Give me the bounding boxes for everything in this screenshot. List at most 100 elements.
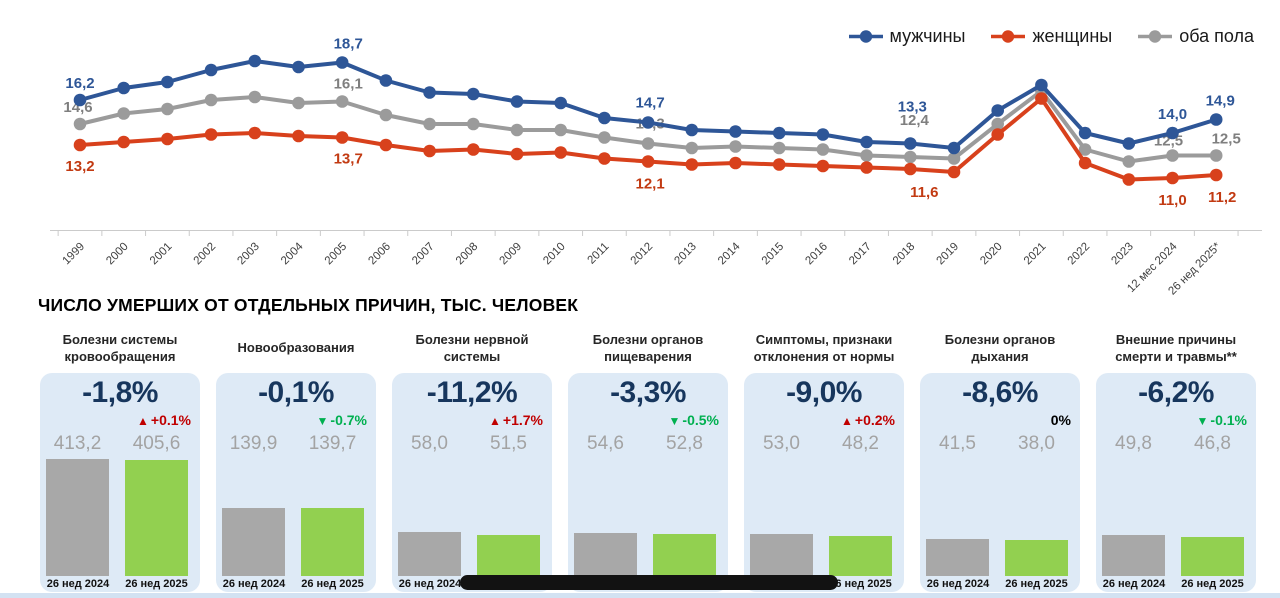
delta-value: +1.7% [502,412,543,428]
cause-title: Внешние причины смерти и травмы** [1115,331,1237,364]
data-point [816,159,830,173]
bar-2024 [222,508,285,576]
data-point [904,150,917,164]
data-point [641,116,655,129]
data-point [292,129,305,143]
data-point [161,132,174,146]
value-2025: 405,6 [132,433,181,454]
delta-badge: ▼ -0.7% [317,412,367,428]
change-percent: -11,2% [426,376,518,409]
data-point [1166,126,1179,140]
bar-2025 [1181,537,1244,576]
x-axis-label: 2009 [498,241,525,268]
data-point [598,111,611,125]
value-2025: 139,7 [308,433,357,454]
next-section-edge [0,593,1280,598]
data-point [772,158,786,171]
x-axis-label: 2004 [279,240,306,267]
cause-card-panel: -0,1% ▼ -0.7% 139,9 139,7 26 нед 2024 26 нед 2… [216,373,376,592]
data-point [248,90,262,104]
data-point [554,146,567,159]
delta-value: +0.1% [150,412,191,428]
data-point [1078,143,1092,156]
cause-card-panel: -8,6% 0% 41,5 38,0 26 нед 2024 26 нед 2025 [920,373,1080,592]
value-2024: 139,9 [229,433,278,454]
data-point [641,137,655,150]
x-axis-label: 2021 [1022,241,1049,268]
data-point [161,75,174,89]
bar-label-2024: 26 нед 2024 [1102,578,1166,590]
x-axis-label: 1999 [61,241,88,268]
cause-card-1: Болезни системы кровообращения -1,8% ▲ +0.1… [40,324,200,592]
data-point [379,74,393,87]
data-point [248,54,262,68]
x-axis-label: 2005 [323,241,350,268]
legend-label-both: оба пола [1179,26,1254,46]
x-axis-label: 2019 [935,241,962,268]
data-point [1209,113,1223,126]
bar-2024 [1102,535,1165,576]
x-axis-label: 2023 [1109,241,1136,268]
bar-2024 [574,533,637,576]
data-point [772,126,786,140]
delta-badge: ▼ -0.1% [1197,412,1247,428]
x-axis-label: 2012 [629,241,656,268]
bar-2024 [398,532,461,576]
x-axis-label: 2018 [891,241,918,268]
value-2024: 413,2 [53,433,102,454]
delta-value: -0.1% [1210,412,1247,428]
data-point [335,131,349,144]
bar-2025 [477,535,540,576]
data-point [1209,149,1223,162]
x-axis-label: 2003 [235,241,262,268]
cause-card-panel: -6,2% ▼ -0.1% 49,8 46,8 26 нед 2024 26 нед 202… [1096,373,1256,592]
delta-value: -0.5% [682,412,719,428]
bar-2024 [750,534,813,576]
data-point [729,125,742,138]
value-2025: 52,8 [666,433,703,454]
data-point [947,152,961,165]
bar-2024 [926,539,989,576]
data-point [204,128,218,141]
data-point [554,96,567,110]
x-axis-label: 2022 [1066,241,1093,268]
bar-label-2024: 26 нед 2024 [398,578,462,590]
bar-2025 [653,534,716,576]
data-point [729,156,742,170]
bar-values: 54,6 52,8 [568,433,728,457]
data-point [598,131,611,144]
data-point [204,63,218,77]
x-axis-label: 2006 [366,241,393,268]
down-triangle-icon: ▼ [1196,414,1209,428]
delta-value: 0% [1050,412,1071,428]
data-point-label: 18,7 [334,36,363,53]
value-2024: 41,5 [939,433,976,454]
data-point [554,123,567,137]
bar-values: 413,2 405,6 [40,433,200,457]
bar-values: 41,5 38,0 [920,433,1080,457]
cause-title: Болезни органов дыхания [944,331,1056,364]
legend-item-both: оба пола [1136,26,1254,47]
mortality-rate-line-chart: 1999 2000 2001 2002 2003 2004 2005 2006 2007 2008… [50,36,1262,298]
data-point-label: 11,2 [1208,189,1236,206]
data-point [860,135,873,149]
cause-card-panel: -1,8% ▲ +0.1% 413,2 405,6 26 нед 2024 26 нед 2… [40,373,200,592]
value-2025: 51,5 [490,433,527,454]
x-axis-label: 2007 [410,241,437,268]
data-point-label: 16,2 [65,75,94,92]
data-point [510,123,524,137]
x-axis-label: 2011 [586,241,612,267]
bar-label-2024: 26 нед 2024 [46,578,110,590]
data-point [379,138,393,152]
video-scrubber-bar[interactable] [460,575,838,590]
cause-title: Симптомы, признаки отклонения от нормы [753,331,895,364]
change-percent: -6,2% [1138,376,1214,409]
value-2024: 53,0 [763,433,800,454]
data-point [685,141,699,155]
legend-label-men: мужчины [889,26,966,46]
cause-title: Болезни органов пищеварения [592,331,704,364]
x-axis-label: 2001 [148,241,175,268]
